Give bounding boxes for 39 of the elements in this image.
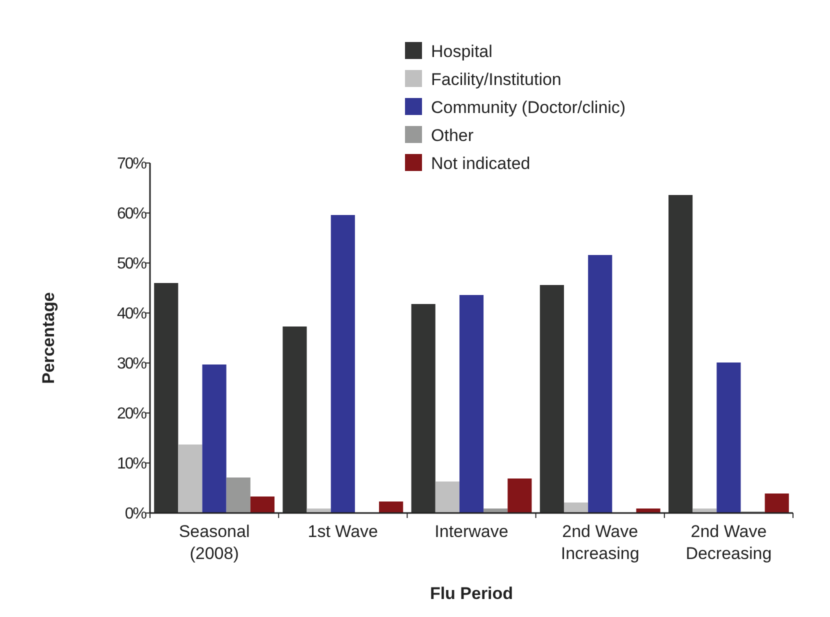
legend-label: Other bbox=[431, 126, 474, 145]
bar bbox=[540, 285, 564, 513]
y-tick-label: 30% bbox=[116, 356, 147, 373]
y-tick-label: 60% bbox=[116, 206, 147, 223]
legend-label: Community (Doctor/clinic) bbox=[431, 98, 626, 117]
y-axis-title: Percentage bbox=[39, 292, 58, 384]
bar bbox=[716, 362, 741, 513]
bar bbox=[668, 195, 693, 513]
y-tick-label: 0% bbox=[124, 506, 147, 523]
y-tick-label: 10% bbox=[116, 456, 147, 473]
bar bbox=[202, 364, 226, 513]
bar bbox=[435, 482, 460, 513]
bar bbox=[508, 478, 532, 513]
bar bbox=[764, 494, 789, 513]
bar bbox=[411, 304, 436, 513]
bar bbox=[330, 215, 355, 513]
bar bbox=[564, 502, 588, 513]
bar bbox=[154, 283, 178, 513]
bar bbox=[178, 444, 202, 513]
bar bbox=[636, 508, 660, 513]
bar bbox=[588, 255, 612, 513]
bar bbox=[282, 326, 307, 513]
y-tick-label: 20% bbox=[116, 406, 147, 423]
x-tick-label: 2nd Wave Decreasing bbox=[686, 522, 772, 563]
bar bbox=[226, 478, 250, 513]
x-axis-title: Flu Period bbox=[430, 584, 514, 603]
legend-label: Not indicated bbox=[431, 154, 530, 173]
legend-label: Hospital bbox=[431, 42, 492, 61]
y-tick-label: 50% bbox=[116, 256, 147, 273]
y-tick-label: 70% bbox=[116, 156, 147, 173]
x-tick-label: 1st Wave bbox=[308, 522, 378, 541]
x-tick-label: Interwave bbox=[434, 522, 508, 541]
bar bbox=[379, 502, 404, 513]
legend-label: Facility/Institution bbox=[431, 70, 562, 89]
y-tick-label: 40% bbox=[116, 306, 147, 323]
bar bbox=[250, 496, 275, 513]
x-tick-label: 2nd Wave Increasing bbox=[560, 522, 640, 563]
x-tick-label: Seasonal (2008) bbox=[178, 522, 250, 563]
bar bbox=[459, 295, 484, 513]
